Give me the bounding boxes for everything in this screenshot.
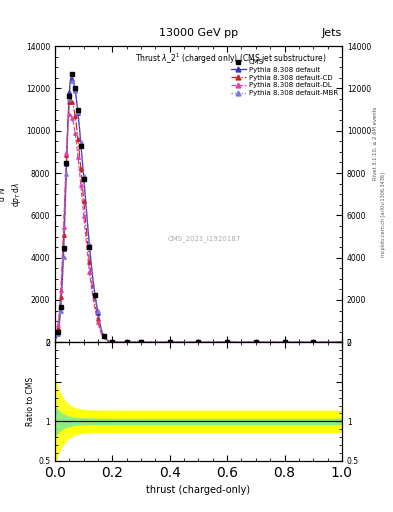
Legend: CMS, Pythia 8.308 default, Pythia 8.308 default-CD, Pythia 8.308 default-DL, Pyt: CMS, Pythia 8.308 default, Pythia 8.308 … <box>228 56 340 99</box>
Y-axis label: Ratio to CMS: Ratio to CMS <box>26 377 35 426</box>
X-axis label: thrust (charged-only): thrust (charged-only) <box>147 485 250 495</box>
Text: 13000 GeV pp: 13000 GeV pp <box>159 28 238 38</box>
Text: Thrust $\lambda\_2^1$ (charged only) (CMS jet substructure): Thrust $\lambda\_2^1$ (charged only) (CM… <box>135 52 327 67</box>
Text: Jets: Jets <box>321 28 342 38</box>
Text: CMS_2021_I1920187: CMS_2021_I1920187 <box>167 235 241 242</box>
Text: Rivet 3.1.10, ≥ 2.6M events: Rivet 3.1.10, ≥ 2.6M events <box>373 106 378 180</box>
Text: mcplots.cern.ch [arXiv:1306.3436]: mcplots.cern.ch [arXiv:1306.3436] <box>381 173 386 258</box>
Y-axis label: $\mathrm{d}^2N$
$\mathrm{d}p_T\,\mathrm{d}\lambda$: $\mathrm{d}^2N$ $\mathrm{d}p_T\,\mathrm{… <box>0 182 23 207</box>
